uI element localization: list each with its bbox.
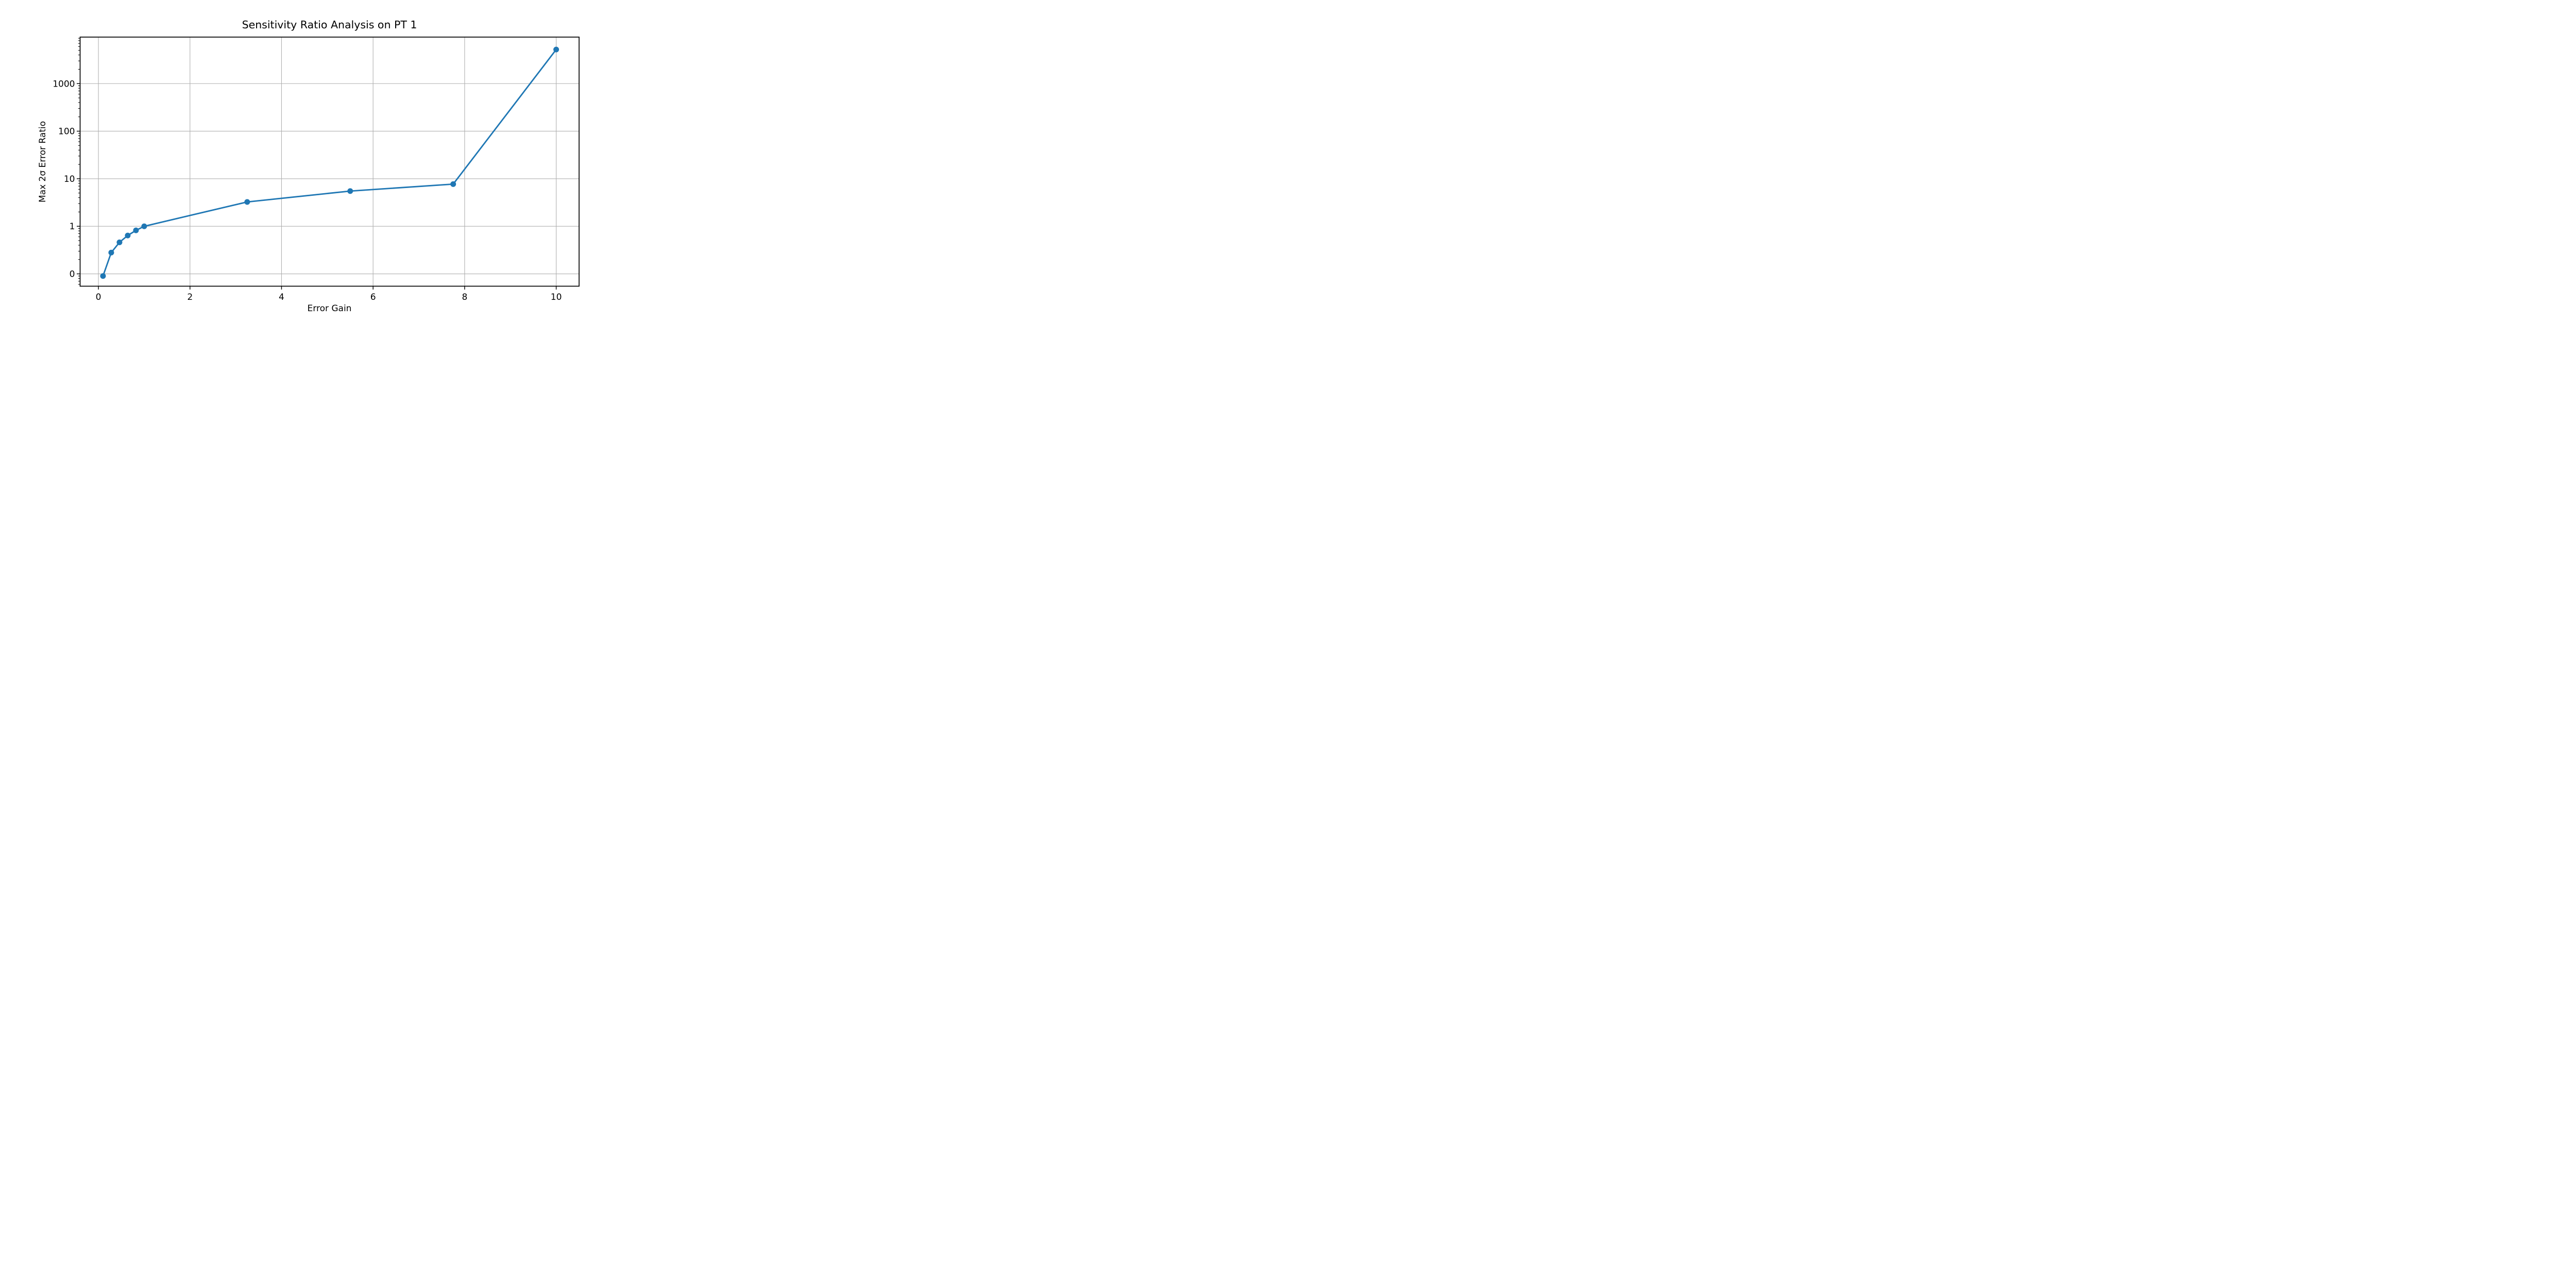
x-axis-label: Error Gain <box>307 303 352 314</box>
data-point-marker <box>133 227 139 233</box>
x-tick-label: 10 <box>551 292 562 302</box>
data-point-marker <box>125 232 131 239</box>
data-point-marker <box>116 239 123 245</box>
data-point-marker <box>244 199 250 205</box>
data-point-marker <box>450 181 456 187</box>
x-tick-label: 2 <box>187 292 193 302</box>
data-point-marker <box>553 46 560 53</box>
data-point-marker <box>347 188 353 194</box>
y-tick-label: 100 <box>58 127 75 137</box>
x-tick-label: 0 <box>96 292 101 302</box>
chart-title: Sensitivity Ratio Analysis on PT 1 <box>242 19 417 31</box>
x-tick-label: 4 <box>279 292 284 302</box>
figure-canvas: 0 2 4 6 8 10 0 1 10 100 1000 Sensitivity Ratio Ana… <box>0 0 644 322</box>
y-axis-label: Max 2σ Error Ratio <box>38 121 48 203</box>
axes-spines <box>79 37 580 287</box>
data-point-marker <box>141 223 147 229</box>
y-tick-label: 0 <box>70 269 75 280</box>
data-point-marker <box>100 273 106 279</box>
y-tick-label: 10 <box>64 174 75 184</box>
x-tick-label: 6 <box>370 292 376 302</box>
data-point-marker <box>108 249 114 256</box>
series-line <box>102 48 557 277</box>
y-tick-label: 1 <box>70 222 75 232</box>
y-tick-label: 1000 <box>53 79 75 89</box>
x-tick-label: 8 <box>462 292 467 302</box>
